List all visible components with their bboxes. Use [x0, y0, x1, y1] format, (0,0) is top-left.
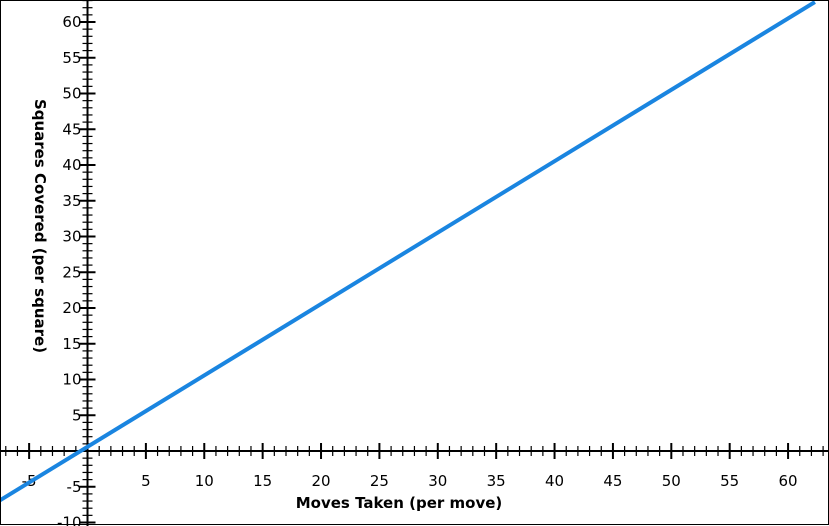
- x-tick-label: 15: [253, 472, 272, 490]
- y-axis-title: Squares Covered (per square): [31, 99, 49, 353]
- y-tick-label: 5: [72, 406, 82, 424]
- series-layer: [1, 2, 815, 504]
- y-tick-label: 50: [62, 85, 81, 103]
- major-ticks: [29, 22, 788, 523]
- y-tick-label: -5: [67, 478, 82, 496]
- y-tick-label: 15: [62, 335, 81, 353]
- x-tick-label: 60: [779, 472, 798, 490]
- y-tick-label: 20: [62, 299, 81, 317]
- y-tick-label: -10: [57, 514, 82, 526]
- y-tick-label: 35: [62, 192, 81, 210]
- y-tick-label: 40: [62, 156, 81, 174]
- y-tick-label: 25: [62, 263, 81, 281]
- x-tick-label: 45: [603, 472, 622, 490]
- y-tick-label: 45: [62, 120, 81, 138]
- y-tick-label: 30: [62, 228, 81, 246]
- x-tick-label: 35: [487, 472, 506, 490]
- x-tick-label: 5: [141, 472, 151, 490]
- x-tick-label: 20: [311, 472, 330, 490]
- series-line: [1, 2, 815, 504]
- x-tick-label: 55: [720, 472, 739, 490]
- x-tick-label: 25: [370, 472, 389, 490]
- x-tick-label: 50: [662, 472, 681, 490]
- x-tick-label: 30: [428, 472, 447, 490]
- y-tick-label: 55: [62, 49, 81, 67]
- x-tick-label: 40: [545, 472, 564, 490]
- x-axis-title: Moves Taken (per move): [296, 494, 503, 512]
- x-tick-label: 10: [195, 472, 214, 490]
- y-tick-label: 60: [62, 13, 81, 31]
- y-tick-label: 10: [62, 371, 81, 389]
